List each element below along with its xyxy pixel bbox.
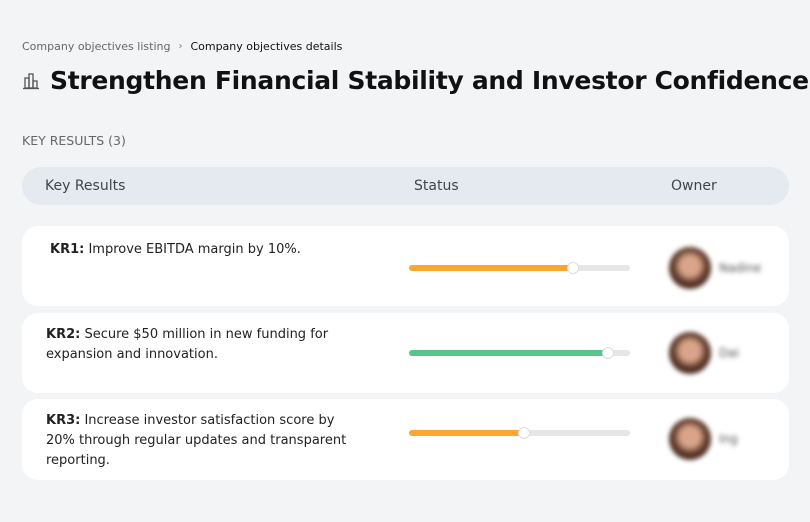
- avatar: [669, 332, 711, 374]
- owner-name: Nadine: [719, 261, 762, 275]
- breadcrumb-link-listing[interactable]: Company objectives listing: [22, 40, 171, 53]
- progress-fill: [409, 265, 573, 271]
- objective-title: Strengthen Financial Stability and Inves…: [50, 66, 809, 95]
- progress-fill: [409, 350, 608, 356]
- header-owner: Owner: [671, 178, 717, 194]
- key-result-description: Improve EBITDA margin by 10%.: [84, 242, 301, 257]
- progress-thumb[interactable]: [566, 262, 579, 274]
- breadcrumb: Company objectives listing › Company obj…: [22, 40, 342, 53]
- building-icon: [23, 72, 39, 89]
- progress-fill: [409, 430, 524, 436]
- key-result-id: KR3:: [46, 413, 81, 428]
- owner[interactable]: Nadine: [669, 247, 761, 289]
- avatar: [669, 418, 711, 460]
- header-key-results: Key Results: [45, 178, 126, 194]
- key-result-id: KR2:: [46, 327, 81, 342]
- key-result-description: Secure $50 million in new funding for ex…: [46, 327, 329, 362]
- avatar: [669, 247, 711, 289]
- progress-bar[interactable]: [409, 262, 630, 274]
- key-result-text: KR3: Increase investor satisfaction scor…: [46, 411, 366, 471]
- key-result-text: KR1: Improve EBITDA margin by 10%.: [50, 240, 370, 260]
- key-result-id: KR1:: [50, 242, 85, 257]
- progress-thumb[interactable]: [517, 427, 530, 439]
- key-result-description: Increase investor satisfaction score by …: [46, 413, 347, 468]
- key-results-count: KEY RESULTS (3): [22, 133, 126, 148]
- table-row[interactable]: KR3: Increase investor satisfaction scor…: [22, 399, 789, 480]
- table-header: Key Results Status Owner: [22, 167, 789, 205]
- progress-thumb[interactable]: [601, 347, 614, 359]
- progress-bar[interactable]: [409, 427, 630, 439]
- owner[interactable]: Dai: [669, 332, 739, 374]
- table-row[interactable]: KR1: Improve EBITDA margin by 10%. Nadin…: [22, 226, 789, 306]
- table-row[interactable]: KR2: Secure $50 million in new funding f…: [22, 313, 789, 393]
- page-title: Strengthen Financial Stability and Inves…: [22, 66, 809, 95]
- header-status: Status: [414, 178, 459, 194]
- breadcrumb-current: Company objectives details: [190, 40, 343, 53]
- progress-bar[interactable]: [409, 347, 630, 359]
- chevron-right-icon: ›: [178, 41, 183, 52]
- owner-name: Dai: [719, 346, 739, 360]
- key-result-text: KR2: Secure $50 million in new funding f…: [46, 325, 366, 365]
- owner[interactable]: Ing: [669, 418, 738, 460]
- owner-name: Ing: [719, 432, 738, 446]
